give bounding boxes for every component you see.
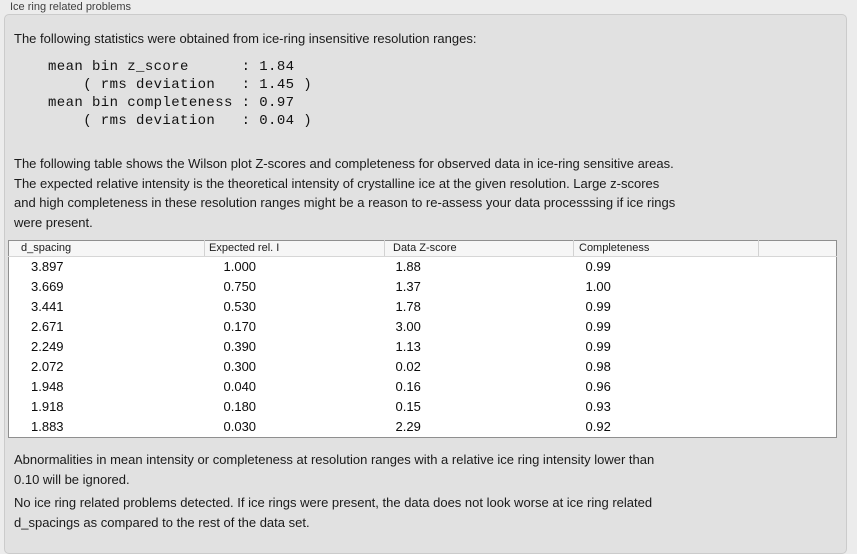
table-cell: 0.170 — [223, 319, 257, 334]
table-cell: 1.000 — [223, 259, 257, 274]
table-cell-empty — [759, 277, 837, 297]
table-row[interactable]: 2.671 0.170 3.00 0.99 — [9, 317, 837, 337]
table-cell: 1.00 — [585, 279, 611, 294]
conclusion-text: No ice ring related problems detected. I… — [14, 495, 653, 530]
intro-text: The following statistics were obtained f… — [14, 31, 477, 46]
table-cell: 3.441 — [31, 299, 64, 314]
ice-ring-table: d_spacing Expected rel. I Data Z-score C… — [8, 240, 837, 438]
table-cell-empty — [759, 297, 837, 317]
table-cell: 1.78 — [395, 299, 421, 314]
table-cell: 0.180 — [223, 399, 257, 414]
table-header-row: d_spacing Expected rel. I Data Z-score C… — [8, 240, 837, 257]
table-row[interactable]: 2.072 0.300 0.02 0.98 — [9, 357, 837, 377]
table-cell: 0.96 — [585, 379, 611, 394]
table-row[interactable]: 1.918 0.180 0.15 0.93 — [9, 397, 837, 417]
table-cell: 0.040 — [223, 379, 257, 394]
table-cell-empty — [759, 417, 837, 438]
table-cell: 0.390 — [223, 339, 257, 354]
table-cell: 1.948 — [31, 379, 64, 394]
ignore-note-text: Abnormalities in mean intensity or compl… — [14, 452, 655, 487]
table-cell-empty — [759, 377, 837, 397]
table-cell: 0.15 — [395, 399, 421, 414]
table-cell: 0.98 — [585, 359, 611, 374]
table-body: 3.897 1.000 1.88 0.99 3.669 0.750 1.37 1.00 3.44… — [9, 257, 837, 438]
table-cell: 0.99 — [585, 319, 611, 334]
table-cell: 2.249 — [31, 339, 64, 354]
column-header-empty — [758, 240, 837, 257]
table-cell: 0.030 — [223, 419, 257, 434]
table-cell: 0.92 — [585, 419, 611, 434]
table-cell: 1.88 — [395, 259, 421, 274]
table-cell: 0.99 — [585, 339, 611, 354]
table-cell: 0.93 — [585, 399, 611, 414]
table-row[interactable]: 3.669 0.750 1.37 1.00 — [9, 277, 837, 297]
column-header-completeness[interactable]: Completeness — [573, 240, 759, 257]
table-cell: 3.897 — [31, 259, 64, 274]
table-cell: 0.300 — [223, 359, 257, 374]
table-cell: 0.02 — [395, 359, 421, 374]
table-cell-empty — [759, 397, 837, 417]
table-cell: 0.16 — [395, 379, 421, 394]
column-header-expected-rel-i[interactable]: Expected rel. I — [204, 240, 385, 257]
table-cell: 1.13 — [395, 339, 421, 354]
table-cell: 1.918 — [31, 399, 64, 414]
table-row[interactable]: 2.249 0.390 1.13 0.99 — [9, 337, 837, 357]
table-cell: 0.99 — [585, 259, 611, 274]
table-cell: 1.883 — [31, 419, 64, 434]
table-cell: 0.99 — [585, 299, 611, 314]
app-window: { "panel": { "title": "Ice ring related … — [4, 1, 847, 554]
table-cell-empty — [759, 357, 837, 377]
table-cell: 3.00 — [395, 319, 421, 334]
stats-block: mean bin z_score : 1.84 ( rms deviation … — [48, 59, 313, 129]
table-row[interactable]: 1.883 0.030 2.29 0.92 — [9, 417, 837, 438]
table-cell: 2.671 — [31, 319, 64, 334]
table-cell: 0.530 — [223, 299, 257, 314]
ice-ring-group-box: The following statistics were obtained f… — [4, 14, 847, 554]
table-cell-empty — [759, 317, 837, 337]
table-cell: 2.072 — [31, 359, 64, 374]
table-cell: 0.750 — [223, 279, 257, 294]
table-cell: 3.669 — [31, 279, 64, 294]
table-row[interactable]: 3.897 1.000 1.88 0.99 — [9, 257, 837, 278]
table-cell-empty — [759, 337, 837, 357]
column-header-data-z-score[interactable]: Data Z-score — [384, 240, 574, 257]
table-cell-empty — [759, 257, 837, 278]
column-header-d-spacing[interactable]: d_spacing — [8, 240, 205, 257]
table-row[interactable]: 1.948 0.040 0.16 0.96 — [9, 377, 837, 397]
description-text: The following table shows the Wilson plo… — [14, 156, 676, 230]
panel-title: Ice ring related problems — [10, 1, 132, 13]
table-cell: 2.29 — [395, 419, 421, 434]
table-row[interactable]: 3.441 0.530 1.78 0.99 — [9, 297, 837, 317]
table-cell: 1.37 — [395, 279, 421, 294]
